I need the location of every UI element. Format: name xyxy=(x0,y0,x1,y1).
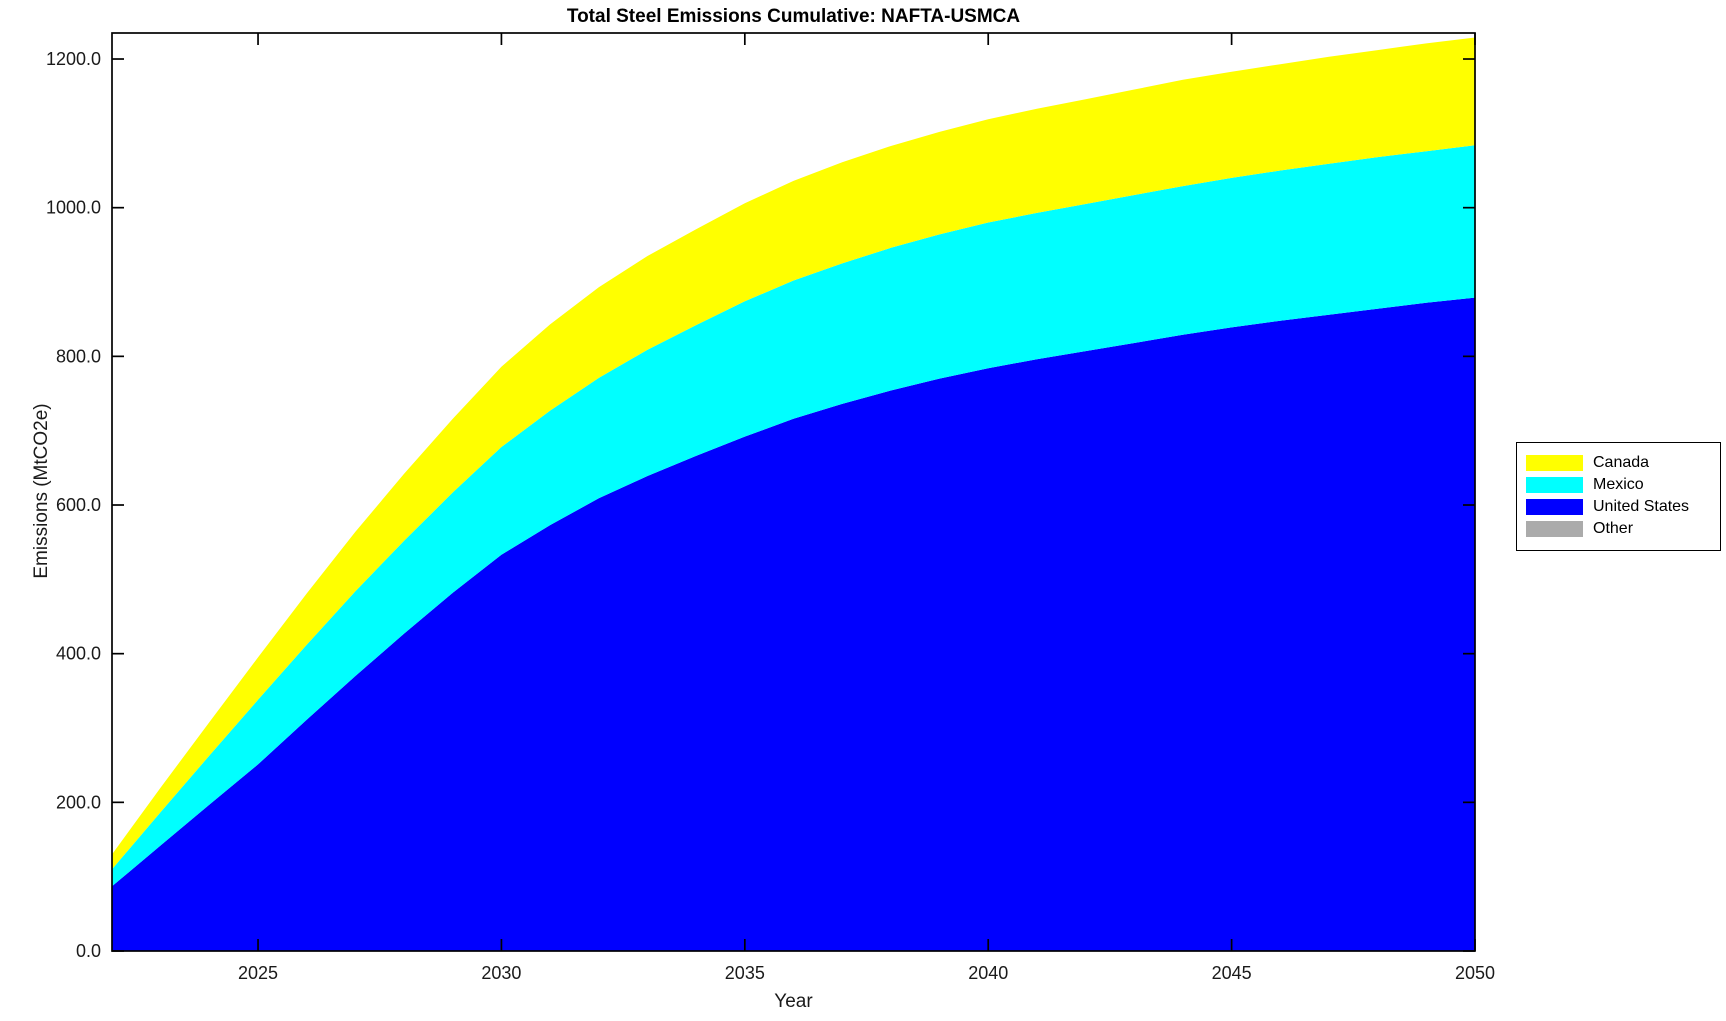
legend-label: Other xyxy=(1593,520,1634,537)
y-tick-label: 1000.0 xyxy=(46,198,101,218)
y-tick-label: 600.0 xyxy=(56,495,101,515)
mexico-swatch-icon xyxy=(1526,477,1583,493)
x-axis-label: Year xyxy=(774,991,813,1012)
y-tick-label: 400.0 xyxy=(56,644,101,664)
axes-box xyxy=(111,32,1476,952)
legend-item-other: Other xyxy=(1526,519,1711,539)
legend-label: Canada xyxy=(1593,454,1650,471)
y-axis-label: Emissions (MtCO2e) xyxy=(31,403,52,579)
canada-swatch-icon xyxy=(1526,455,1583,471)
legend-item-mexico: Mexico xyxy=(1526,475,1711,495)
x-tick-label: 2050 xyxy=(1455,963,1495,983)
x-tick-label: 2045 xyxy=(1212,963,1252,983)
x-tick-label: 2025 xyxy=(238,963,278,983)
x-tick-label: 2040 xyxy=(968,963,1008,983)
legend: Canada Mexico United States Other xyxy=(1516,442,1721,551)
y-tick-label: 200.0 xyxy=(56,792,101,812)
legend-item-united-states: United States xyxy=(1526,497,1711,517)
legend-item-canada: Canada xyxy=(1526,453,1711,473)
y-tick-label: 800.0 xyxy=(56,346,101,366)
x-tick-label: 2030 xyxy=(481,963,521,983)
area-mexico xyxy=(112,145,1475,887)
legend-label: Mexico xyxy=(1593,476,1644,493)
y-tick-label: 1200.0 xyxy=(46,49,101,69)
y-tick-label: 0.0 xyxy=(76,941,101,961)
united-states-swatch-icon xyxy=(1526,499,1583,515)
area-canada xyxy=(112,37,1475,870)
other-swatch-icon xyxy=(1526,521,1583,537)
x-tick-label: 2035 xyxy=(725,963,765,983)
chart-title: Total Steel Emissions Cumulative: NAFTA-… xyxy=(566,6,1021,27)
area-united-states xyxy=(112,297,1475,952)
legend-label: United States xyxy=(1593,498,1690,515)
